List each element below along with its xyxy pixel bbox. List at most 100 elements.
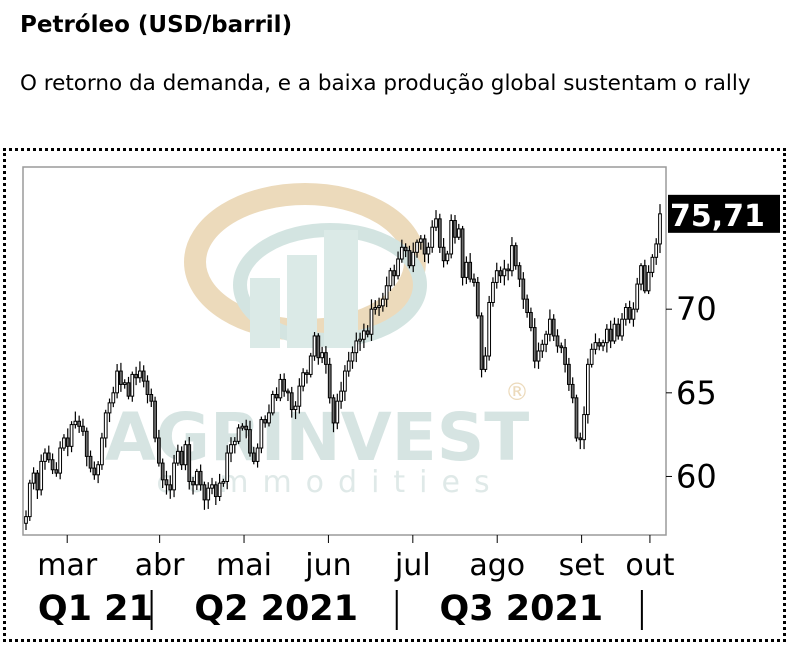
candle-body bbox=[251, 452, 256, 462]
candle-body bbox=[31, 472, 36, 484]
candle-body bbox=[426, 246, 431, 255]
candle-body bbox=[50, 459, 55, 471]
candle-body bbox=[608, 328, 613, 342]
candle-body bbox=[517, 265, 522, 280]
candle-body bbox=[305, 372, 309, 375]
quarter-label: Q2 2021 bbox=[194, 589, 358, 629]
candle-body bbox=[563, 347, 567, 365]
candle-body bbox=[206, 487, 211, 501]
logo-bar-1 bbox=[250, 278, 280, 348]
candle-body bbox=[475, 281, 480, 317]
x-tick-label: mar bbox=[37, 548, 98, 583]
chart-frame bbox=[3, 148, 786, 642]
x-tick-label: ago bbox=[469, 548, 525, 583]
candle-body bbox=[278, 378, 283, 399]
candle-body bbox=[369, 308, 374, 335]
candle-body bbox=[153, 400, 157, 439]
candle-body bbox=[115, 370, 119, 394]
candle-body bbox=[225, 452, 230, 482]
candle-body bbox=[650, 256, 655, 273]
candle-body bbox=[529, 312, 533, 329]
candle-body bbox=[354, 340, 359, 354]
candle-body bbox=[620, 318, 624, 337]
last-value-label: 75,71 bbox=[670, 199, 765, 234]
last-value-box bbox=[668, 194, 780, 233]
candle-body bbox=[157, 437, 161, 464]
candle-body bbox=[586, 363, 590, 416]
candle-body bbox=[210, 484, 214, 489]
candle-body bbox=[229, 444, 233, 454]
candle-body bbox=[270, 393, 275, 414]
candle-body bbox=[175, 450, 180, 464]
candle-body bbox=[422, 238, 427, 255]
candle-body bbox=[555, 335, 560, 347]
candle-body bbox=[160, 462, 165, 481]
candle-body bbox=[213, 484, 218, 498]
candle-body bbox=[69, 424, 74, 447]
candle-body bbox=[536, 350, 541, 362]
candle-body bbox=[183, 444, 188, 466]
candle-body bbox=[597, 342, 602, 347]
candle-body bbox=[96, 464, 100, 476]
candle-body bbox=[646, 271, 651, 292]
candle-body bbox=[149, 393, 154, 402]
candle-body bbox=[415, 241, 419, 253]
candle-body bbox=[532, 327, 537, 362]
candle-body bbox=[84, 430, 89, 457]
candle-body bbox=[62, 437, 66, 449]
candle-body bbox=[100, 437, 104, 466]
candle-body bbox=[24, 516, 28, 524]
candle-body bbox=[445, 253, 450, 262]
candle-body bbox=[107, 402, 112, 414]
candle-body bbox=[122, 382, 127, 385]
chart-subtitle: O retorno da demanda, e a baixa produção… bbox=[20, 71, 751, 96]
candle-body bbox=[259, 419, 264, 449]
candle-body bbox=[358, 338, 362, 342]
candle-body bbox=[593, 342, 598, 350]
candle-body bbox=[54, 469, 59, 474]
candle-body bbox=[392, 270, 397, 277]
logo-bar-3 bbox=[324, 230, 358, 348]
candle-body bbox=[377, 305, 381, 309]
candle-body bbox=[373, 307, 378, 310]
candle-body bbox=[267, 412, 271, 424]
candle-body bbox=[232, 440, 237, 446]
candle-body bbox=[27, 482, 32, 518]
candle-body bbox=[198, 470, 203, 486]
x-axis: mar abr mai jun jul ago set out Q1 21 Q2 2021 Q3 2… bbox=[37, 535, 675, 630]
candle-body bbox=[506, 268, 511, 272]
candle-body bbox=[138, 370, 142, 379]
candle-body bbox=[631, 308, 636, 320]
candle-body bbox=[551, 318, 556, 337]
candle-body bbox=[350, 352, 355, 362]
candle-body bbox=[168, 484, 173, 491]
candle-body bbox=[327, 363, 332, 399]
candle-body bbox=[578, 437, 583, 441]
candle-body bbox=[194, 470, 199, 486]
candle-body bbox=[145, 380, 150, 395]
chart-title: Petróleo (USD/barril) bbox=[20, 12, 293, 38]
quarter-label: Q1 21 bbox=[38, 589, 153, 629]
candle-body bbox=[498, 270, 503, 277]
candle-body bbox=[654, 243, 659, 258]
candle-body bbox=[460, 228, 465, 278]
candle-body bbox=[540, 343, 545, 352]
candle-body bbox=[244, 425, 249, 431]
candle-body bbox=[324, 352, 328, 365]
candle-body bbox=[217, 482, 222, 498]
y-axis: 60 65 70 bbox=[666, 290, 717, 495]
candle-body bbox=[81, 425, 85, 432]
candle-body bbox=[601, 342, 605, 347]
y-tick-label: 70 bbox=[676, 290, 717, 328]
candle-body bbox=[77, 420, 82, 427]
x-tick-label: out bbox=[625, 548, 674, 583]
candle-body bbox=[604, 328, 609, 344]
candle-body bbox=[187, 444, 192, 482]
candle-body bbox=[335, 400, 340, 424]
candle-body bbox=[289, 392, 294, 411]
candle-body bbox=[179, 450, 184, 466]
candle-body bbox=[255, 447, 260, 462]
candle-body bbox=[570, 383, 575, 399]
candle-body bbox=[119, 370, 123, 385]
